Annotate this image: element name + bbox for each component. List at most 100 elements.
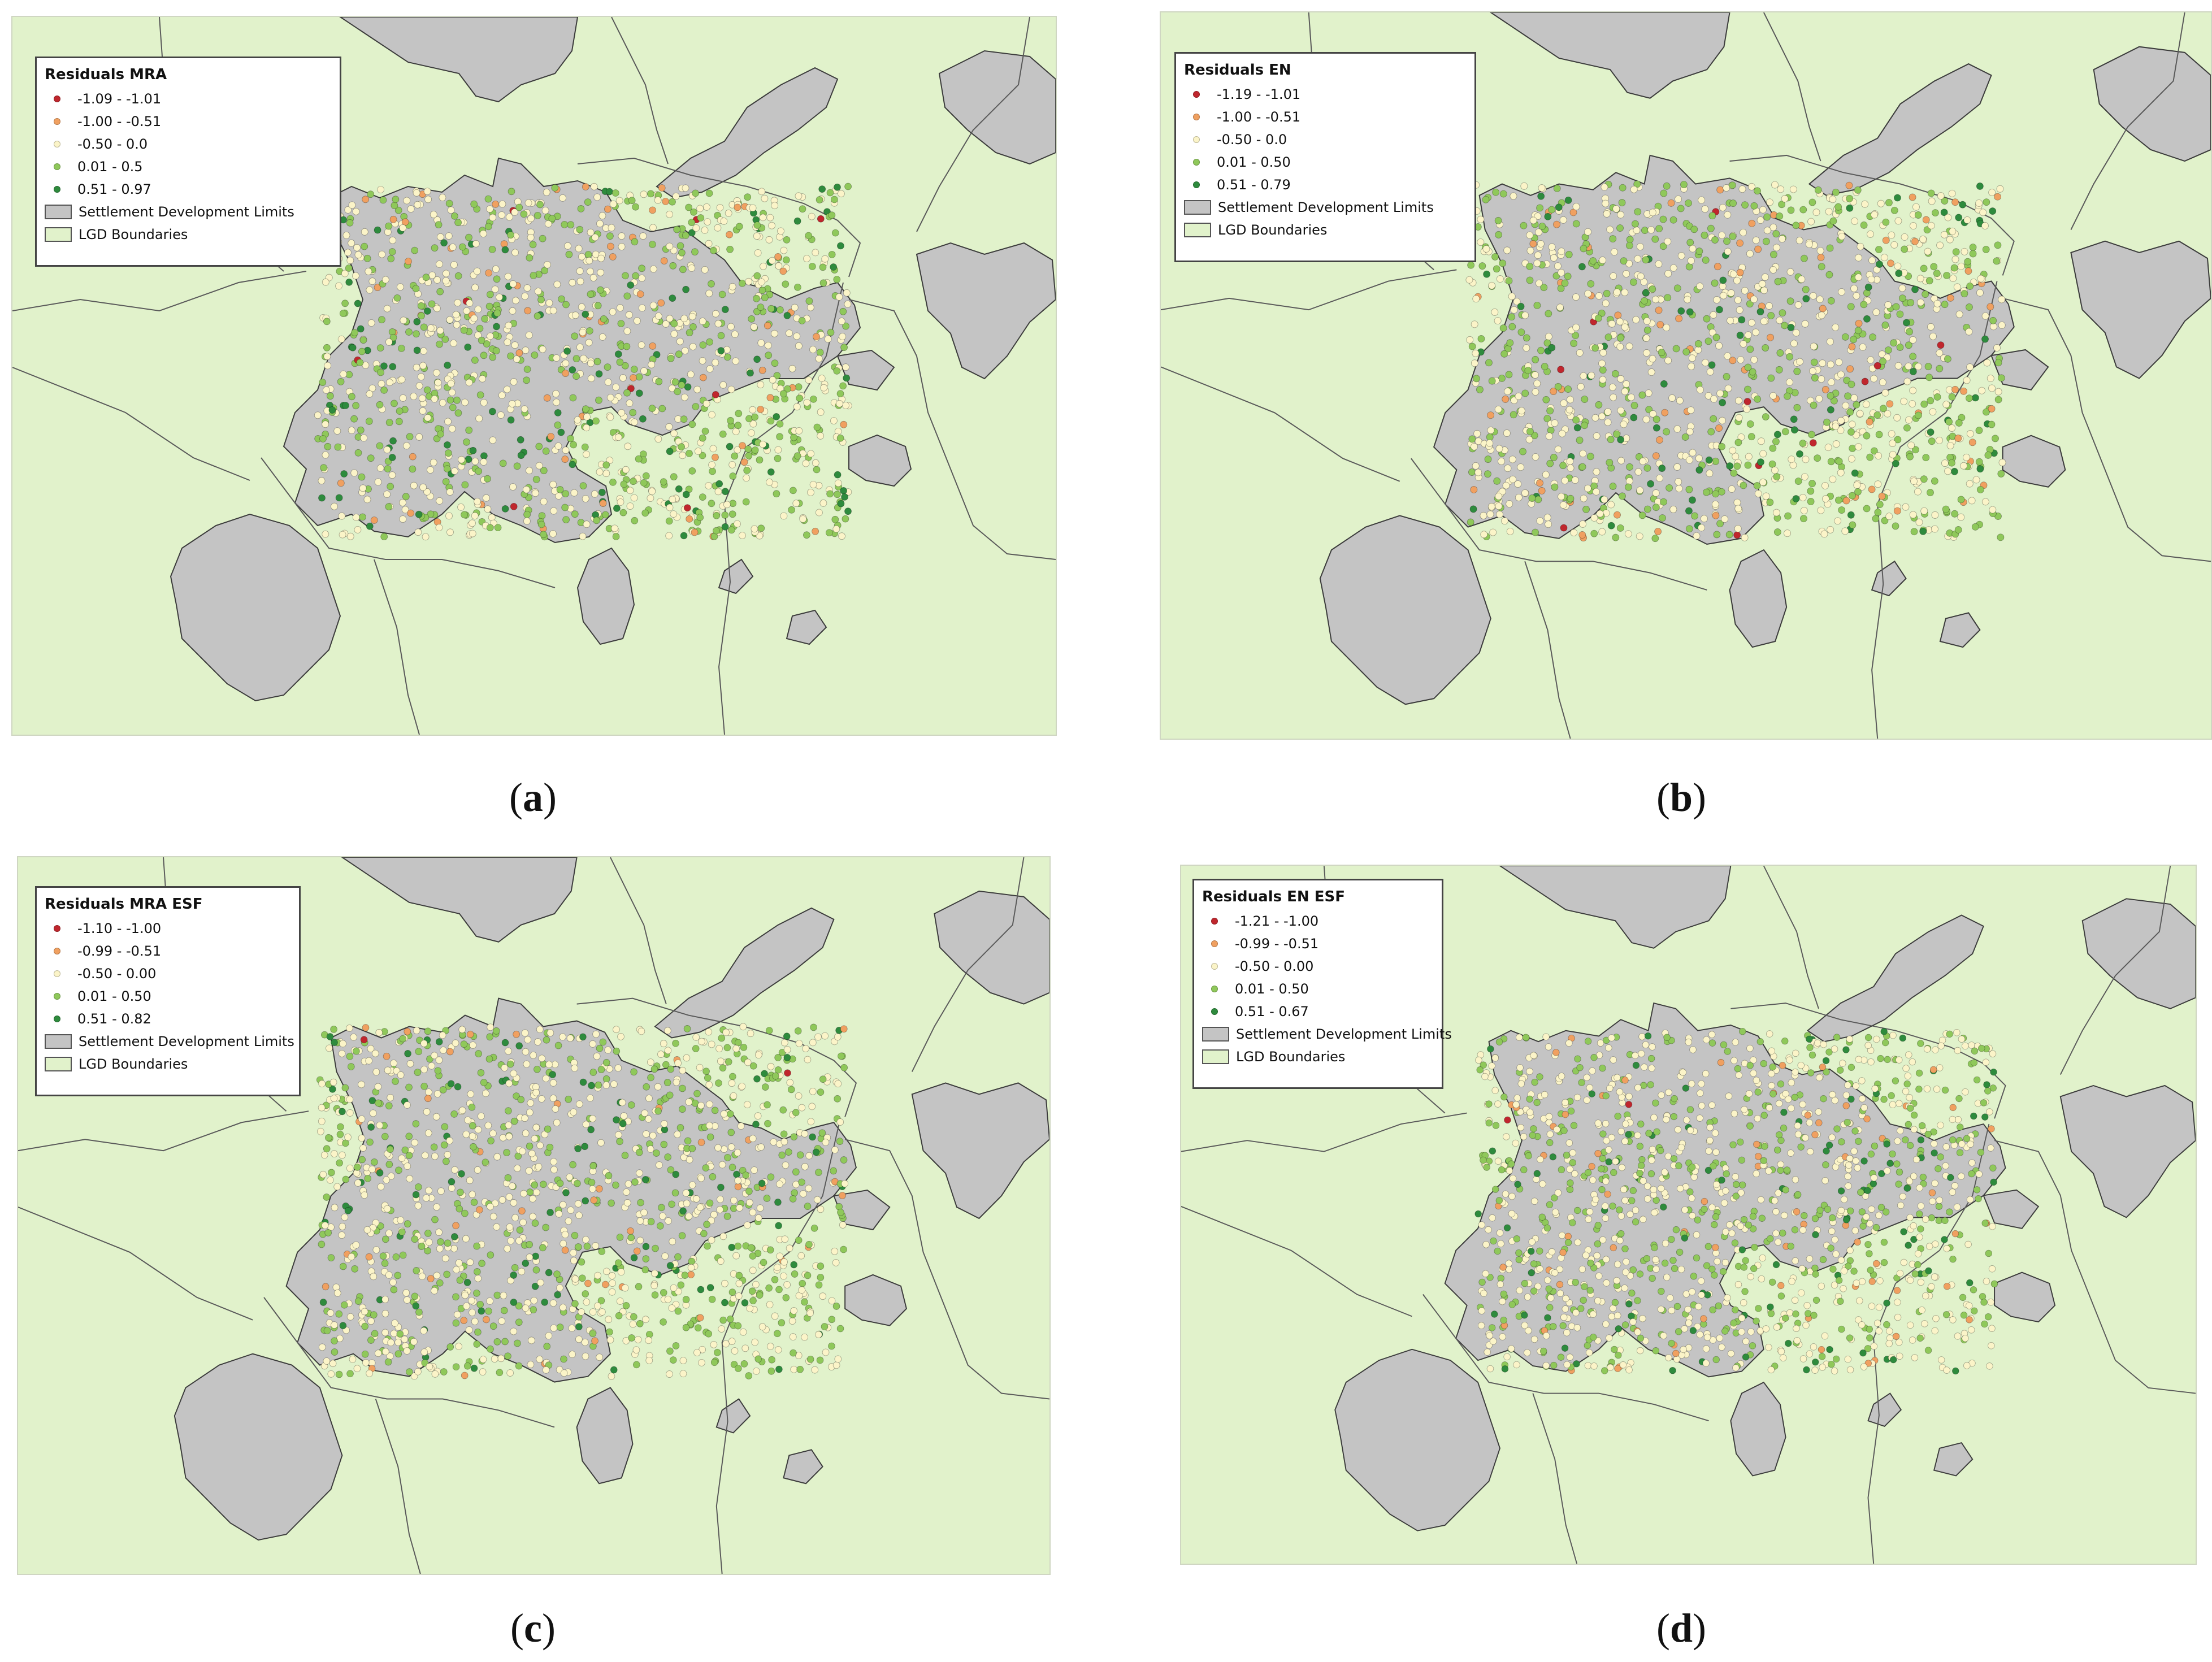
residual-point <box>1520 222 1528 229</box>
residual-point <box>735 1292 743 1300</box>
residual-point <box>836 435 844 442</box>
residual-point <box>1983 359 1991 367</box>
settlement-area-7 <box>174 1353 343 1541</box>
residual-point <box>1769 250 1777 258</box>
residual-point <box>1863 315 1871 323</box>
residual-point <box>1543 415 1551 423</box>
residual-point <box>1910 1112 1918 1119</box>
residual-point <box>782 280 790 288</box>
residual-point <box>749 1209 757 1216</box>
settlement-area-4 <box>938 50 1056 165</box>
residual-point <box>1931 477 1938 485</box>
residual-point <box>525 331 533 339</box>
residual-point <box>1784 530 1792 537</box>
residual-point <box>709 467 716 475</box>
residual-point <box>1747 433 1755 441</box>
residual-point <box>832 1361 840 1369</box>
residual-point <box>674 1130 681 1138</box>
residual-point <box>617 1033 624 1040</box>
residual-point <box>1784 512 1792 520</box>
residual-point <box>420 1327 428 1335</box>
residual-point <box>1721 515 1729 523</box>
residual-point <box>673 225 681 233</box>
dot-darkgreen-icon <box>54 186 60 193</box>
residual-point <box>767 1062 775 1070</box>
residual-point <box>1872 515 1880 523</box>
residual-point <box>815 1169 822 1177</box>
residual-point <box>1733 531 1741 539</box>
residual-point <box>741 1344 749 1352</box>
residual-point <box>1556 1265 1563 1273</box>
residual-point <box>718 290 726 298</box>
residual-point <box>1531 1197 1538 1205</box>
residual-point <box>1556 1281 1564 1288</box>
residual-point <box>1863 432 1871 440</box>
residual-point <box>1491 253 1499 261</box>
settlement-area-8 <box>576 547 635 645</box>
residual-point <box>500 240 508 248</box>
residual-point <box>362 361 370 369</box>
residual-point <box>491 285 499 293</box>
residual-point <box>1632 1061 1640 1069</box>
residual-point <box>560 1369 568 1377</box>
residual-point <box>704 218 712 226</box>
residual-point <box>520 1190 528 1197</box>
residual-point <box>1851 1227 1859 1234</box>
residual-point <box>726 442 734 450</box>
residual-point <box>1745 453 1753 461</box>
residual-point <box>1742 1338 1750 1345</box>
residual-point <box>478 1260 485 1268</box>
residual-point <box>660 257 668 265</box>
residual-point <box>642 1316 649 1323</box>
residual-point <box>627 1234 635 1242</box>
residual-point <box>728 510 736 518</box>
residual-point <box>1473 429 1481 437</box>
residual-point <box>1862 401 1870 408</box>
residual-point <box>476 391 484 399</box>
residual-point <box>1653 415 1660 423</box>
residual-point <box>780 1130 788 1138</box>
residual-point <box>1549 1153 1557 1161</box>
residual-point <box>1524 1349 1531 1356</box>
residual-point <box>631 1178 639 1186</box>
residual-point <box>728 1288 736 1296</box>
residual-point <box>1586 1084 1593 1091</box>
residual-point <box>682 1189 690 1197</box>
residual-point <box>474 1274 482 1282</box>
residual-point <box>1494 405 1502 413</box>
residual-point <box>589 1185 596 1193</box>
residual-point <box>1703 315 1711 323</box>
residual-point <box>617 320 625 327</box>
residual-point <box>481 315 489 323</box>
residual-point <box>1744 385 1751 393</box>
residual-point <box>668 1304 676 1312</box>
residual-point <box>423 307 431 315</box>
residual-point <box>792 1168 800 1176</box>
residual-point <box>1965 303 1973 311</box>
residual-point <box>1694 340 1702 348</box>
residual-point <box>837 242 844 250</box>
residual-point <box>719 1316 727 1324</box>
residual-point <box>613 1026 620 1034</box>
residual-point <box>698 1038 705 1045</box>
residual-point <box>388 471 396 479</box>
residual-point <box>636 290 644 298</box>
residual-point <box>1688 354 1696 362</box>
residual-point <box>1918 1122 1926 1130</box>
residual-point <box>330 1026 337 1033</box>
residual-point <box>387 483 394 491</box>
residual-point <box>831 1247 839 1255</box>
residual-point <box>674 1287 682 1295</box>
residual-point <box>749 406 756 414</box>
lgd-boundary-10 <box>12 367 250 481</box>
residual-point <box>1909 387 1917 394</box>
residual-point <box>574 1145 582 1152</box>
residual-point <box>1873 411 1881 419</box>
residual-point <box>1849 521 1857 529</box>
residual-point <box>1604 408 1612 416</box>
residual-point <box>1826 1346 1833 1353</box>
residual-point <box>561 1246 569 1254</box>
residual-point <box>561 504 569 511</box>
residual-point <box>667 1065 675 1073</box>
residual-point <box>464 1116 471 1124</box>
